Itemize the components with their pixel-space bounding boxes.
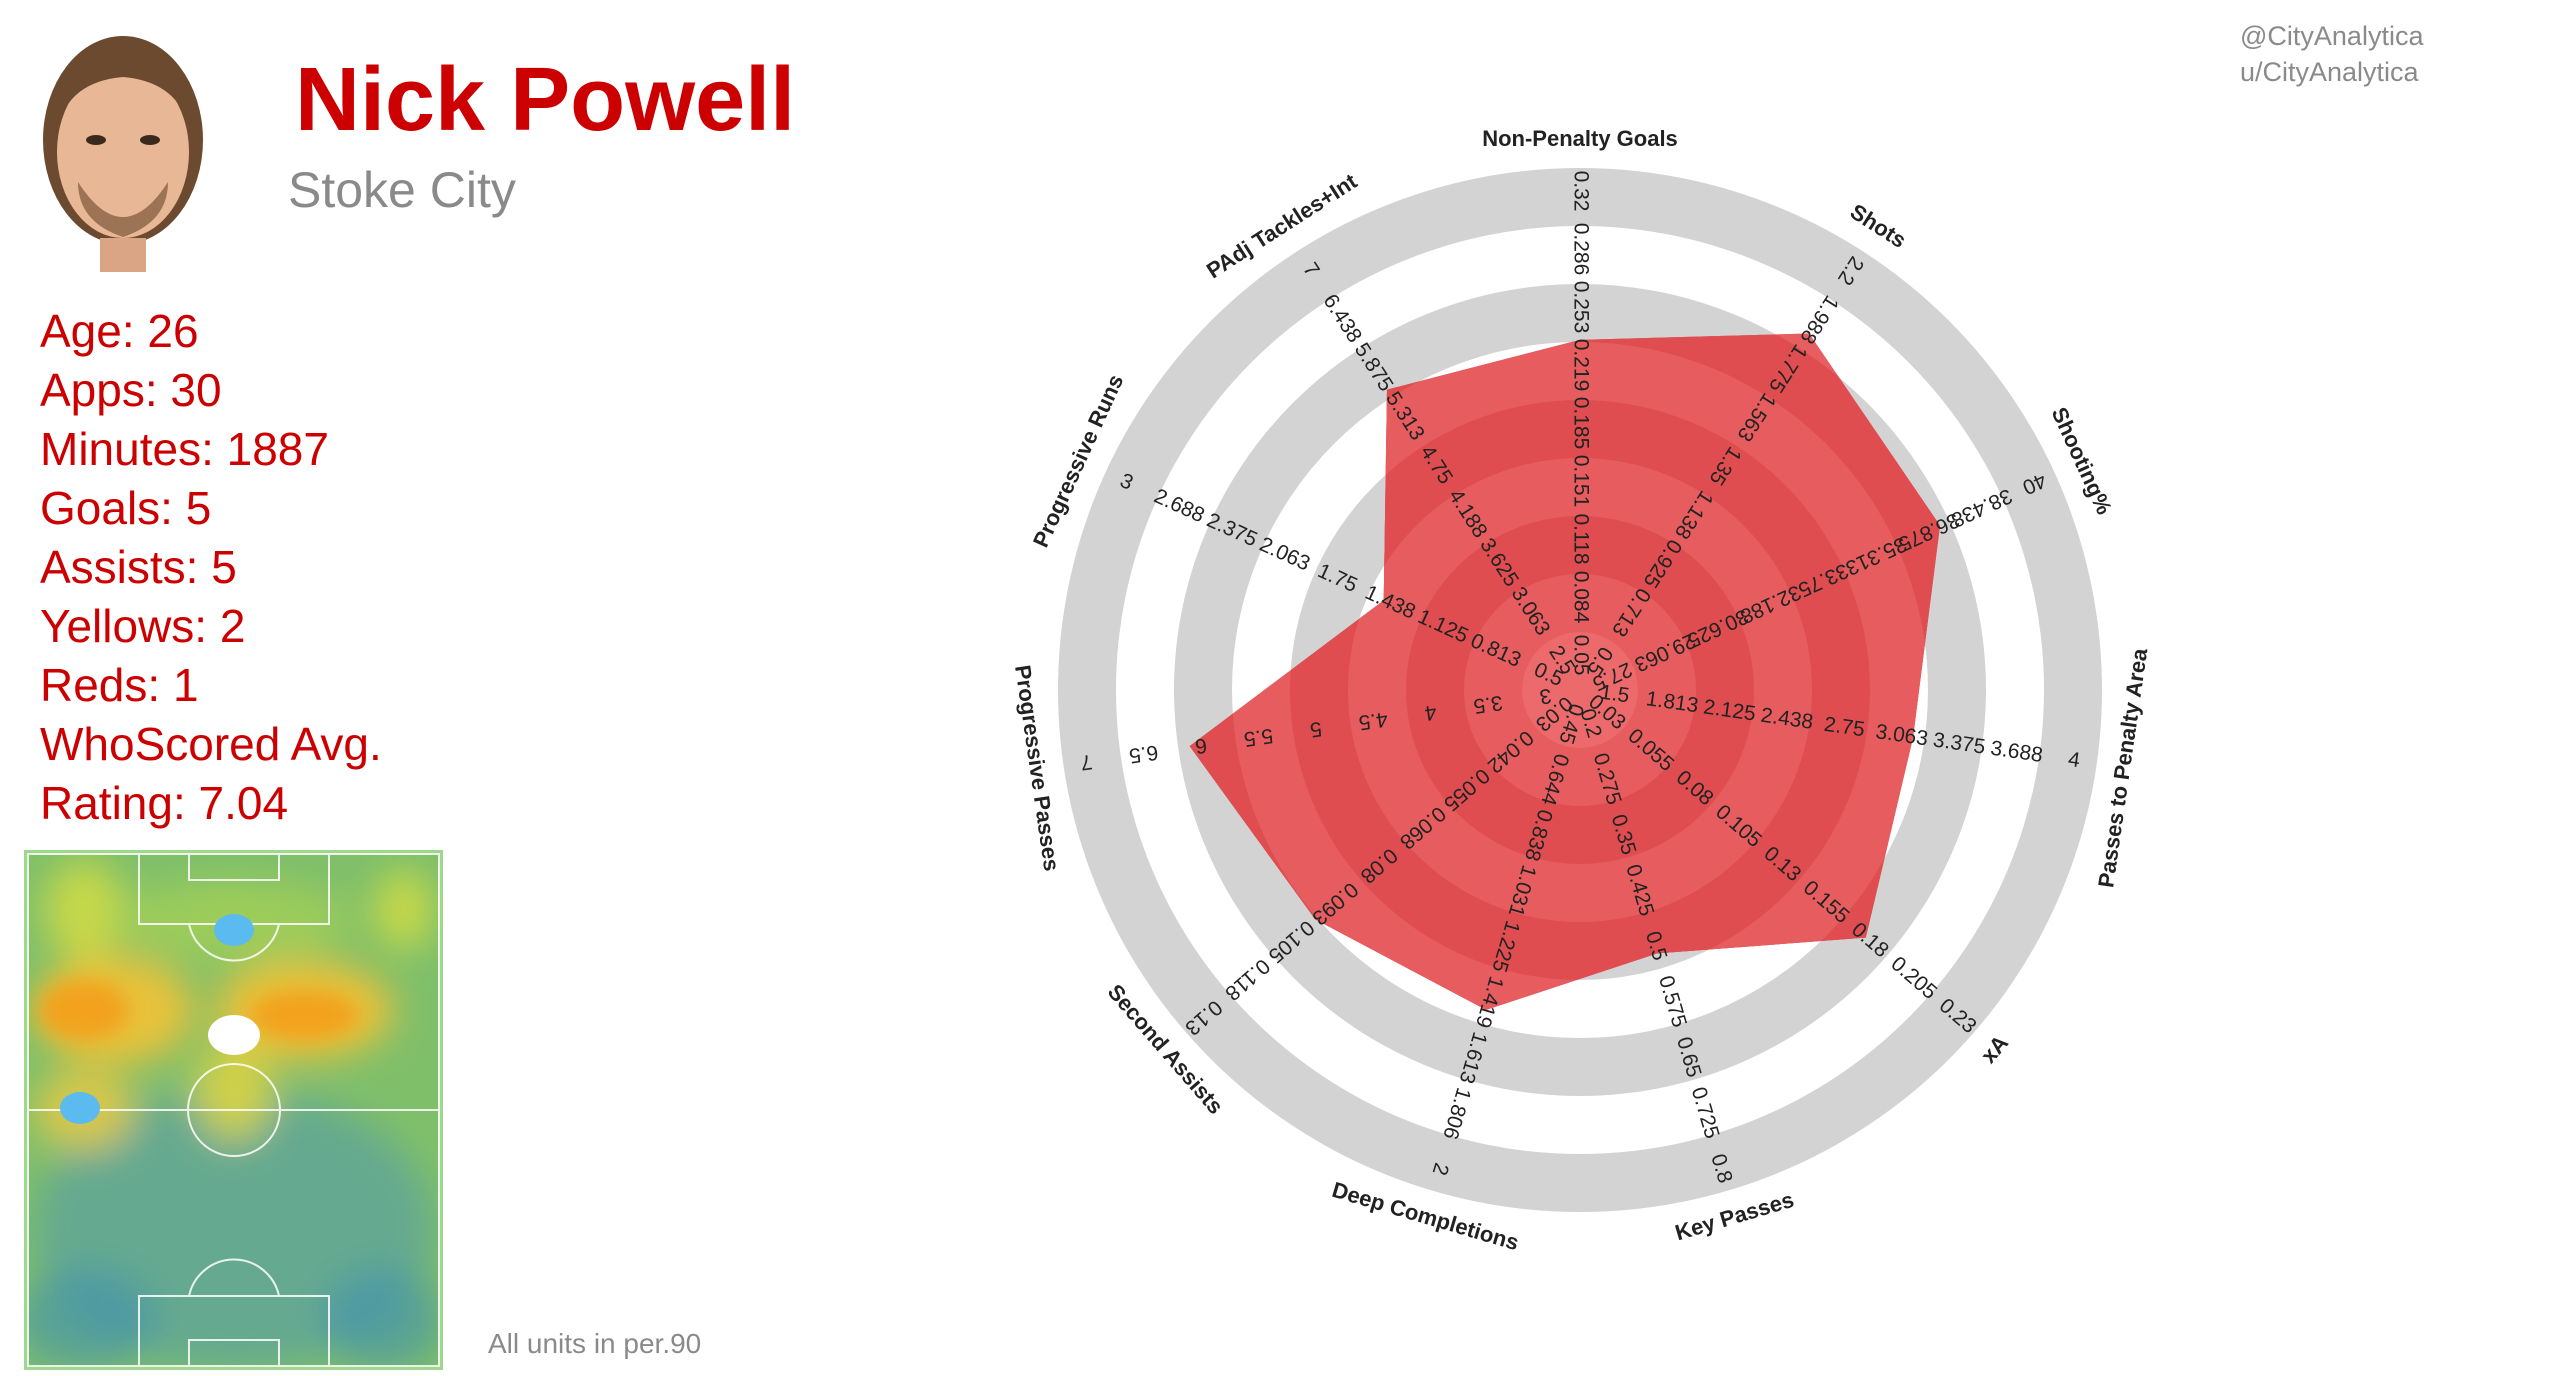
player-stats-list: Age: 26 Apps: 30 Minutes: 1887 Goals: 5 … bbox=[40, 302, 382, 833]
radar-center-disc bbox=[1522, 632, 1638, 748]
stat-yellows: Yellows: 2 bbox=[40, 600, 246, 652]
stat-minutes: Minutes: 1887 bbox=[40, 423, 329, 475]
radar-tick-label: 7 bbox=[1079, 750, 1094, 774]
radar-tick-label: 4.5 bbox=[1357, 707, 1389, 734]
stat-assists: Assists: 5 bbox=[40, 541, 237, 593]
club-name: Stoke City bbox=[288, 162, 516, 218]
radar-tick-label: 6 bbox=[1194, 733, 1209, 757]
credits: @CityAnalytica u/CityAnalytica bbox=[2240, 18, 2423, 90]
credit-twitter: @CityAnalytica bbox=[2240, 21, 2424, 51]
radar-metric-label: Non-Penalty Goals bbox=[1482, 126, 1678, 151]
radar-tick-label: 0.084 bbox=[1569, 571, 1592, 624]
radar-tick-label: 5 bbox=[1308, 717, 1323, 741]
radar-tick-label: 4 bbox=[2067, 748, 2082, 772]
radar-tick-label: 5.5 bbox=[1242, 724, 1274, 751]
stat-rating: Rating: 7.04 bbox=[40, 777, 289, 829]
radar-tick-label: 0.05 bbox=[1569, 635, 1592, 676]
stat-whoscored-label: WhoScored Avg. bbox=[40, 718, 382, 770]
radar-tick-label: 0.185 bbox=[1569, 397, 1592, 450]
player-portrait bbox=[43, 36, 203, 272]
radar-tick-label: 0.253 bbox=[1569, 281, 1592, 334]
radar-tick-label: 0.151 bbox=[1569, 455, 1592, 508]
radar-tick-label: 0.219 bbox=[1569, 339, 1592, 392]
radar-metric-label: Progressive Passes bbox=[1010, 663, 1064, 872]
radar-tick-label: 0.32 bbox=[1569, 171, 1592, 212]
heatmap-pitch bbox=[24, 850, 443, 1370]
radar-chart: 0.05 0.084 0.118 0.151 0.185 0.219 0.253 0.286 0… bbox=[1010, 126, 2152, 1255]
stat-age: Age: 26 bbox=[40, 305, 199, 357]
credit-reddit: u/CityAnalytica bbox=[2240, 57, 2419, 87]
radar-tick-label: 1.5 bbox=[1599, 681, 1631, 708]
radar-tick-label: 0.118 bbox=[1569, 514, 1592, 565]
radar-metric-label: xA bbox=[1976, 1030, 2013, 1068]
units-footnote: All units in per.90 bbox=[488, 1328, 702, 1359]
radar-tick-label: 4 bbox=[1423, 700, 1438, 724]
player-name: Nick Powell bbox=[295, 50, 796, 150]
radar-tick-label: 0.286 bbox=[1569, 223, 1592, 276]
radar-tick-label: 3 bbox=[1538, 684, 1553, 708]
radar-metric-label: Shots bbox=[1846, 199, 1911, 253]
radar-tick-label: 3.5 bbox=[1472, 691, 1504, 718]
radar-tick-label: 6.5 bbox=[1128, 740, 1160, 767]
stat-reds: Reds: 1 bbox=[40, 659, 199, 711]
stat-apps: Apps: 30 bbox=[40, 364, 222, 416]
radar-metric-label: Passes to Penalty Area bbox=[2093, 646, 2152, 889]
stat-goals: Goals: 5 bbox=[40, 482, 212, 534]
